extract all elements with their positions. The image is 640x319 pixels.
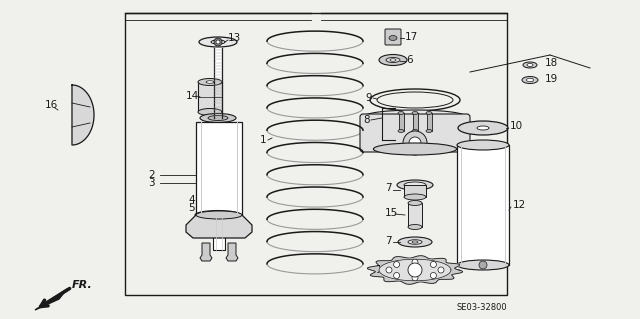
Ellipse shape <box>527 63 533 66</box>
Ellipse shape <box>522 77 538 84</box>
Bar <box>213 215 225 250</box>
Ellipse shape <box>199 37 237 47</box>
Circle shape <box>394 272 399 278</box>
Ellipse shape <box>408 240 422 244</box>
Text: 5: 5 <box>188 203 195 213</box>
Polygon shape <box>186 215 252 238</box>
Text: 9: 9 <box>365 93 372 103</box>
Circle shape <box>438 267 444 273</box>
Text: 4: 4 <box>188 195 195 205</box>
Ellipse shape <box>195 211 241 219</box>
Text: 10: 10 <box>510 121 523 131</box>
Bar <box>457 145 509 265</box>
Bar <box>404 185 426 197</box>
Bar <box>196 122 242 215</box>
Ellipse shape <box>208 115 228 121</box>
Ellipse shape <box>426 130 432 132</box>
Ellipse shape <box>398 237 432 247</box>
Polygon shape <box>35 289 67 310</box>
Ellipse shape <box>404 182 426 188</box>
Ellipse shape <box>398 112 404 115</box>
Polygon shape <box>226 243 238 261</box>
Polygon shape <box>379 259 451 281</box>
Ellipse shape <box>404 194 426 200</box>
Text: 3: 3 <box>148 178 155 188</box>
Text: 2: 2 <box>148 170 155 180</box>
Text: FR.: FR. <box>72 280 93 290</box>
Circle shape <box>430 262 436 268</box>
Bar <box>408 203 422 227</box>
Text: 15: 15 <box>385 208 398 218</box>
Circle shape <box>409 137 421 149</box>
Bar <box>198 82 222 112</box>
Circle shape <box>430 272 436 278</box>
Text: 7: 7 <box>385 183 392 193</box>
Circle shape <box>216 40 220 44</box>
Ellipse shape <box>397 180 433 190</box>
Text: SE03-32800: SE03-32800 <box>456 302 507 311</box>
Ellipse shape <box>408 225 422 229</box>
Ellipse shape <box>408 201 422 205</box>
Polygon shape <box>367 256 463 284</box>
Circle shape <box>394 262 399 268</box>
Ellipse shape <box>527 78 534 82</box>
Circle shape <box>412 259 418 265</box>
Polygon shape <box>200 243 212 261</box>
Text: 11: 11 <box>376 265 389 275</box>
Text: 14: 14 <box>186 91 199 101</box>
Polygon shape <box>72 85 94 145</box>
Text: 17: 17 <box>405 32 419 42</box>
Text: 19: 19 <box>545 74 558 84</box>
Ellipse shape <box>412 241 418 243</box>
Text: 18: 18 <box>545 58 558 68</box>
Ellipse shape <box>198 78 222 85</box>
Ellipse shape <box>457 260 509 270</box>
Ellipse shape <box>412 112 418 115</box>
Ellipse shape <box>390 59 396 61</box>
Circle shape <box>74 129 82 137</box>
Ellipse shape <box>198 108 222 115</box>
Ellipse shape <box>412 130 418 132</box>
Bar <box>399 113 403 131</box>
FancyBboxPatch shape <box>385 29 401 45</box>
Ellipse shape <box>523 62 537 68</box>
Circle shape <box>386 267 392 273</box>
Ellipse shape <box>200 114 236 122</box>
Text: 8: 8 <box>363 115 370 125</box>
Text: 7: 7 <box>385 236 392 246</box>
Text: 1: 1 <box>260 135 267 145</box>
Text: 16: 16 <box>45 100 58 110</box>
Ellipse shape <box>398 130 404 132</box>
Bar <box>426 113 431 131</box>
Circle shape <box>403 131 427 155</box>
Bar <box>413 113 417 131</box>
FancyBboxPatch shape <box>360 114 470 152</box>
Ellipse shape <box>196 211 242 219</box>
Circle shape <box>408 263 422 277</box>
Ellipse shape <box>379 55 407 65</box>
Text: 13: 13 <box>228 33 241 43</box>
Ellipse shape <box>363 110 467 124</box>
Circle shape <box>479 261 487 269</box>
Ellipse shape <box>389 35 397 41</box>
Ellipse shape <box>211 40 225 44</box>
Text: 12: 12 <box>513 200 526 210</box>
Circle shape <box>412 275 418 281</box>
Ellipse shape <box>458 121 508 135</box>
Ellipse shape <box>386 57 400 63</box>
Ellipse shape <box>477 126 489 130</box>
Ellipse shape <box>457 140 509 150</box>
Ellipse shape <box>206 81 214 83</box>
Circle shape <box>214 38 222 46</box>
Bar <box>125 13 507 295</box>
Text: 6: 6 <box>406 55 413 65</box>
Ellipse shape <box>373 143 456 155</box>
Ellipse shape <box>426 112 432 115</box>
